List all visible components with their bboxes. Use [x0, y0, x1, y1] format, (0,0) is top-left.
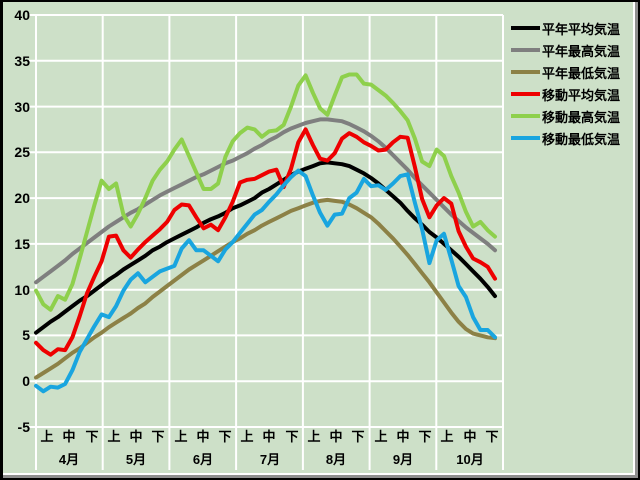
x-period-label: 上 — [107, 429, 121, 444]
gridlines — [29, 14, 504, 470]
x-period-label: 下 — [351, 429, 365, 444]
x-period-label: 下 — [85, 429, 99, 444]
series-line-移動最高気温 — [34, 72, 497, 312]
legend-item: 移動平均気温 — [511, 83, 620, 105]
x-period-label: 上 — [40, 429, 54, 444]
x-month-label: 10月 — [456, 452, 484, 467]
series-line-平年最低気温 — [34, 197, 497, 380]
y-tick-label: -5 — [17, 419, 30, 435]
x-period-label: 下 — [151, 429, 165, 444]
y-tick-label: 15 — [14, 236, 30, 252]
legend-item: 平年平均気温 — [511, 17, 620, 39]
x-period-label: 上 — [440, 429, 454, 444]
legend-label: 移動最低気温 — [542, 131, 621, 147]
legend-label: 平年最低気温 — [542, 65, 621, 81]
legend-label: 平年平均気温 — [542, 21, 621, 37]
x-period-label: 中 — [129, 429, 143, 444]
x-month-label: 5月 — [125, 452, 147, 467]
series-line-平年最高気温 — [34, 117, 497, 285]
legend-label: 平年最高気温 — [542, 43, 621, 59]
x-period-label: 中 — [463, 429, 477, 444]
x-period-label: 下 — [285, 429, 299, 444]
legend-label: 移動最高気温 — [542, 109, 621, 125]
legend-label: 移動平均気温 — [542, 87, 621, 103]
x-month-label: 7月 — [259, 452, 281, 467]
x-period-label: 上 — [240, 429, 254, 444]
y-tick-label: 20 — [14, 190, 30, 206]
x-period-label: 中 — [62, 429, 76, 444]
legend-line-swatch — [511, 136, 540, 140]
legend-line-swatch — [511, 92, 540, 96]
legend-line-swatch — [511, 48, 540, 52]
x-period-label: 中 — [396, 429, 410, 444]
x-period-label: 上 — [174, 429, 188, 444]
legend-item: 平年最低気温 — [511, 61, 620, 83]
x-period-label: 下 — [485, 429, 499, 444]
legend-item: 移動最低気温 — [511, 127, 620, 149]
x-period-label: 中 — [262, 429, 276, 444]
legend: 平年平均気温 平年最高気温 平年最低気温 移動平均気温 移動最高気温 移動最低気… — [511, 17, 620, 149]
x-month-label: 8月 — [325, 452, 347, 467]
y-tick-label: 35 — [14, 53, 30, 69]
x-month-label: 6月 — [192, 452, 214, 467]
x-period-label: 下 — [218, 429, 232, 444]
series-line-移動最低気温 — [34, 168, 497, 394]
legend-line-swatch — [511, 114, 540, 118]
x-period-label: 中 — [329, 429, 343, 444]
x-period-label: 上 — [374, 429, 388, 444]
y-tick-label: 25 — [14, 144, 30, 160]
x-month-label: 4月 — [58, 452, 80, 467]
x-period-label: 下 — [418, 429, 432, 444]
legend-item: 移動最高気温 — [511, 105, 620, 127]
y-tick-label: 10 — [14, 282, 30, 298]
legend-line-swatch — [511, 26, 540, 30]
x-period-label: 上 — [307, 429, 321, 444]
y-tick-label: 5 — [22, 327, 30, 343]
y-tick-label: 0 — [22, 373, 30, 389]
x-period-label: 中 — [196, 429, 210, 444]
series-line-移動平均気温 — [34, 127, 497, 357]
x-month-label: 9月 — [392, 452, 414, 467]
legend-item: 平年最高気温 — [511, 39, 620, 61]
y-tick-label: 40 — [14, 7, 30, 23]
legend-line-swatch — [511, 70, 540, 74]
y-tick-label: 30 — [14, 99, 30, 115]
